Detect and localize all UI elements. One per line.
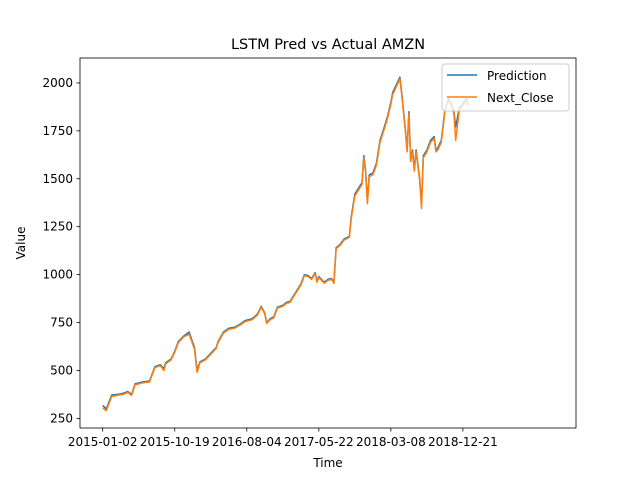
y-tick-label: 1000 (42, 268, 73, 282)
y-tick-label: 1500 (42, 172, 73, 186)
legend-label-prediction: Prediction (487, 69, 547, 83)
y-tick-label: 1750 (42, 124, 73, 138)
series-line-next-close (102, 78, 470, 412)
legend-label-next-close: Next_Close (487, 91, 554, 105)
x-tick-label: 2018-03-08 (356, 435, 426, 449)
chart-title: LSTM Pred vs Actual AMZN (231, 37, 425, 53)
plot-area: 250 500 750 1000 1250 1500 1750 2000 2015-01-02… (42, 57, 577, 449)
y-tick-label: 500 (50, 363, 73, 377)
x-tick-label: 2017-05-22 (284, 435, 354, 449)
x-tick-label: 2018-12-21 (428, 435, 498, 449)
x-tick-label: 2015-10-19 (140, 435, 210, 449)
x-tick-label: 2015-01-02 (68, 435, 138, 449)
y-tick-label: 2000 (42, 76, 73, 90)
y-tick-label: 750 (50, 316, 73, 330)
legend: Prediction Next_Close (441, 63, 570, 112)
y-axis-label: Value (14, 227, 28, 260)
y-axis-ticks: 250 500 750 1000 1250 1500 1750 2000 (42, 76, 80, 425)
series-layer (102, 76, 470, 412)
y-tick-label: 250 (50, 411, 73, 425)
x-axis-label: Time (312, 456, 342, 470)
y-tick-label: 1250 (42, 220, 73, 234)
axes-frame (79, 57, 577, 429)
x-axis-ticks: 2015-01-02 2015-10-19 2016-08-04 2017-05-22… (68, 428, 498, 449)
x-tick-label: 2016-08-04 (212, 435, 282, 449)
